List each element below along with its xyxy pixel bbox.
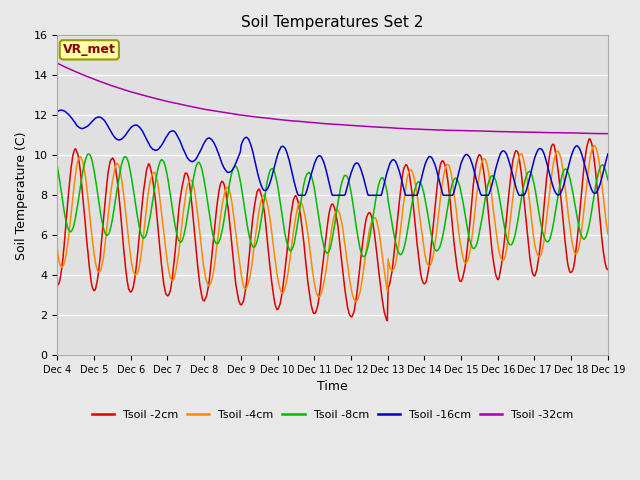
Line: Tsoil -4cm: Tsoil -4cm	[58, 145, 608, 301]
Tsoil -8cm	[206, 214, 214, 220]
Tsoil -32cm	[63, 65, 71, 71]
Tsoil -2cm	[417, 268, 424, 274]
Tsoil -32cm	[205, 107, 213, 113]
Tsoil -8cm	[177, 239, 184, 245]
Tsoil -8cm	[63, 224, 71, 229]
Tsoil -2cm	[54, 282, 61, 288]
Tsoil -32cm	[415, 126, 423, 132]
Tsoil -2cm	[604, 267, 612, 273]
Tsoil -4cm	[63, 244, 71, 250]
Legend: Tsoil -2cm, Tsoil -4cm, Tsoil -8cm, Tsoil -16cm, Tsoil -32cm: Tsoil -2cm, Tsoil -4cm, Tsoil -8cm, Tsoi…	[88, 406, 578, 424]
Tsoil -4cm	[401, 196, 408, 202]
Tsoil -16cm	[401, 191, 409, 196]
Tsoil -8cm	[401, 241, 409, 247]
Tsoil -2cm	[586, 136, 593, 142]
Tsoil -16cm	[294, 192, 302, 198]
Tsoil -16cm	[121, 133, 129, 139]
Tsoil -2cm	[120, 250, 128, 255]
Tsoil -32cm	[399, 126, 407, 132]
Tsoil -8cm	[417, 181, 425, 187]
Tsoil -4cm	[417, 218, 424, 224]
Tsoil -4cm	[590, 143, 598, 148]
Tsoil -8cm	[121, 154, 129, 159]
Title: Soil Temperatures Set 2: Soil Temperatures Set 2	[241, 15, 424, 30]
Line: Tsoil -32cm: Tsoil -32cm	[58, 63, 608, 133]
Tsoil -16cm	[177, 140, 184, 145]
Tsoil -8cm	[85, 151, 93, 157]
Tsoil -4cm	[604, 231, 612, 237]
Tsoil -16cm	[604, 151, 612, 157]
Tsoil -8cm	[604, 177, 612, 183]
X-axis label: Time: Time	[317, 381, 348, 394]
Line: Tsoil -8cm: Tsoil -8cm	[58, 154, 608, 257]
Tsoil -16cm	[206, 135, 214, 141]
Tsoil -4cm	[205, 283, 213, 288]
Tsoil -32cm	[120, 87, 128, 93]
Tsoil -2cm	[176, 198, 184, 204]
Tsoil -2cm	[401, 165, 408, 170]
Tsoil -16cm	[417, 177, 425, 183]
Tsoil -16cm	[64, 111, 72, 117]
Tsoil -2cm	[205, 280, 213, 286]
Tsoil -32cm	[54, 60, 61, 66]
Tsoil -16cm	[54, 108, 61, 114]
Tsoil -2cm	[63, 204, 71, 210]
Tsoil -4cm	[120, 194, 128, 200]
Tsoil -16cm	[58, 107, 65, 113]
Tsoil -32cm	[604, 131, 612, 136]
Tsoil -8cm	[360, 254, 367, 260]
Tsoil -4cm	[351, 299, 359, 304]
Tsoil -4cm	[54, 246, 61, 252]
Line: Tsoil -16cm: Tsoil -16cm	[58, 110, 608, 195]
Text: VR_met: VR_met	[63, 43, 116, 56]
Y-axis label: Soil Temperature (C): Soil Temperature (C)	[15, 131, 28, 260]
Tsoil -2cm	[383, 318, 391, 324]
Tsoil -32cm	[176, 101, 184, 107]
Tsoil -4cm	[176, 240, 184, 245]
Line: Tsoil -2cm: Tsoil -2cm	[58, 139, 608, 321]
Tsoil -8cm	[54, 164, 61, 170]
